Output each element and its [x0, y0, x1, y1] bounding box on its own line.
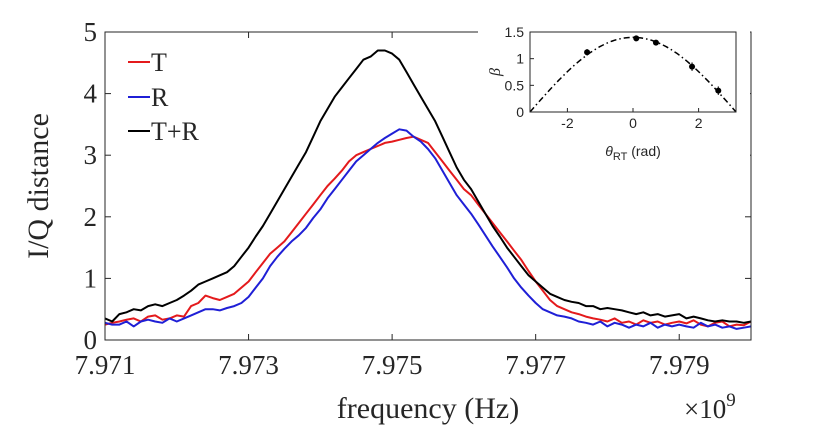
inset-fit-group: [529, 36, 737, 113]
x-tick-label: 7.975: [362, 350, 423, 380]
series-line-r: [104, 128, 752, 330]
y-tick-label: 0: [84, 325, 98, 355]
inset-y-tick-label: 1.5: [505, 24, 525, 40]
y-tick-label: 5: [84, 17, 98, 47]
inset-data-point: [633, 35, 640, 42]
legend-label-tr: T+R: [151, 117, 200, 146]
main-y-axis-label: I/Q distance: [22, 113, 55, 259]
inset-data-point: [584, 49, 591, 56]
main-x-axis-label: frequency (Hz): [337, 392, 519, 425]
x-exponent-base: ×10: [684, 394, 726, 424]
inset-ticks-group: -2 0 2 0 0.5 1 1.5: [505, 24, 703, 131]
inset-y-tick-label: 0: [516, 104, 524, 120]
inset-y-tick-label: 1: [516, 51, 524, 67]
y-tick-label: 4: [84, 79, 98, 109]
inset-x-symbol: θ: [605, 143, 613, 159]
inset-x-axis-label: θRT (rad): [605, 143, 661, 163]
y-tick-label: 1: [84, 263, 98, 293]
inset-x-tick-label: -2: [561, 115, 574, 131]
inset-x-unit: (rad): [627, 143, 660, 159]
inset-x-subscript: RT: [613, 151, 628, 163]
legend-label-t: T: [151, 48, 167, 77]
inset-background: [478, 22, 750, 172]
inset-y-axis-label: β: [487, 68, 504, 77]
x-tick-label: 7.971: [75, 350, 136, 380]
y-tick-label: 2: [84, 202, 98, 232]
x-tick-label: 7.979: [649, 350, 710, 380]
legend-label-r: R: [151, 83, 169, 112]
inset-data-point: [689, 63, 696, 70]
inset-x-tick-label: 0: [629, 115, 637, 131]
series-line-t: [104, 135, 752, 328]
x-exponent-label: ×109: [684, 390, 736, 424]
series-line-t-plus-r: [104, 49, 752, 324]
inset-y-tick-label: 0.5: [505, 77, 525, 93]
inset-data-point: [652, 39, 659, 46]
inset-x-tick-label: 2: [695, 115, 703, 131]
main-series-group: [104, 49, 752, 330]
y-tick-label: 3: [84, 140, 98, 170]
main-ticks-group: 7.971 7.973 7.975 7.977 7.979 0 1 2 3 4 5: [75, 17, 751, 380]
x-tick-label: 7.977: [505, 350, 566, 380]
x-tick-label: 7.973: [218, 350, 279, 380]
main-axes-box: [104, 31, 752, 341]
legend: T R T+R: [128, 48, 200, 146]
inset-fit-curve: [529, 36, 737, 113]
inset-data-point: [715, 87, 722, 94]
inset-points-group: [584, 35, 722, 95]
x-exponent-power: 9: [726, 390, 736, 411]
